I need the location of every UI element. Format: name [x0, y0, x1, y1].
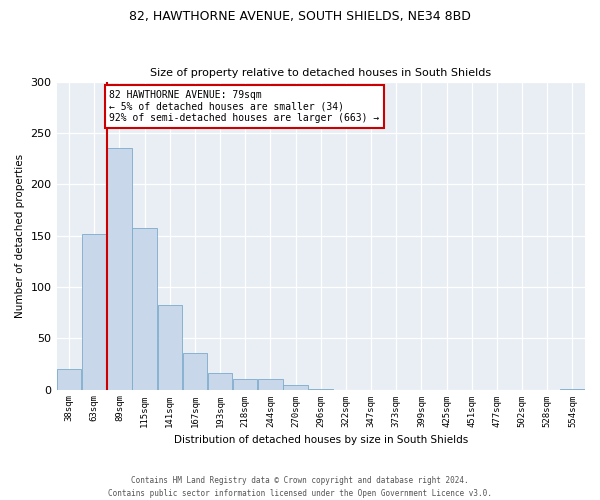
X-axis label: Distribution of detached houses by size in South Shields: Distribution of detached houses by size …: [173, 435, 468, 445]
Bar: [183, 352, 207, 390]
Y-axis label: Number of detached properties: Number of detached properties: [15, 154, 25, 318]
Bar: [133, 228, 157, 390]
Bar: [308, 388, 333, 390]
Bar: [560, 388, 584, 390]
Text: 82, HAWTHORNE AVENUE, SOUTH SHIELDS, NE34 8BD: 82, HAWTHORNE AVENUE, SOUTH SHIELDS, NE3…: [129, 10, 471, 23]
Bar: [107, 148, 131, 390]
Text: Contains HM Land Registry data © Crown copyright and database right 2024.
Contai: Contains HM Land Registry data © Crown c…: [108, 476, 492, 498]
Title: Size of property relative to detached houses in South Shields: Size of property relative to detached ho…: [150, 68, 491, 78]
Bar: [208, 373, 232, 390]
Bar: [233, 380, 257, 390]
Text: 82 HAWTHORNE AVENUE: 79sqm
← 5% of detached houses are smaller (34)
92% of semi-: 82 HAWTHORNE AVENUE: 79sqm ← 5% of detac…: [109, 90, 380, 123]
Bar: [158, 306, 182, 390]
Bar: [283, 386, 308, 390]
Bar: [82, 234, 106, 390]
Bar: [258, 380, 283, 390]
Bar: [57, 369, 82, 390]
